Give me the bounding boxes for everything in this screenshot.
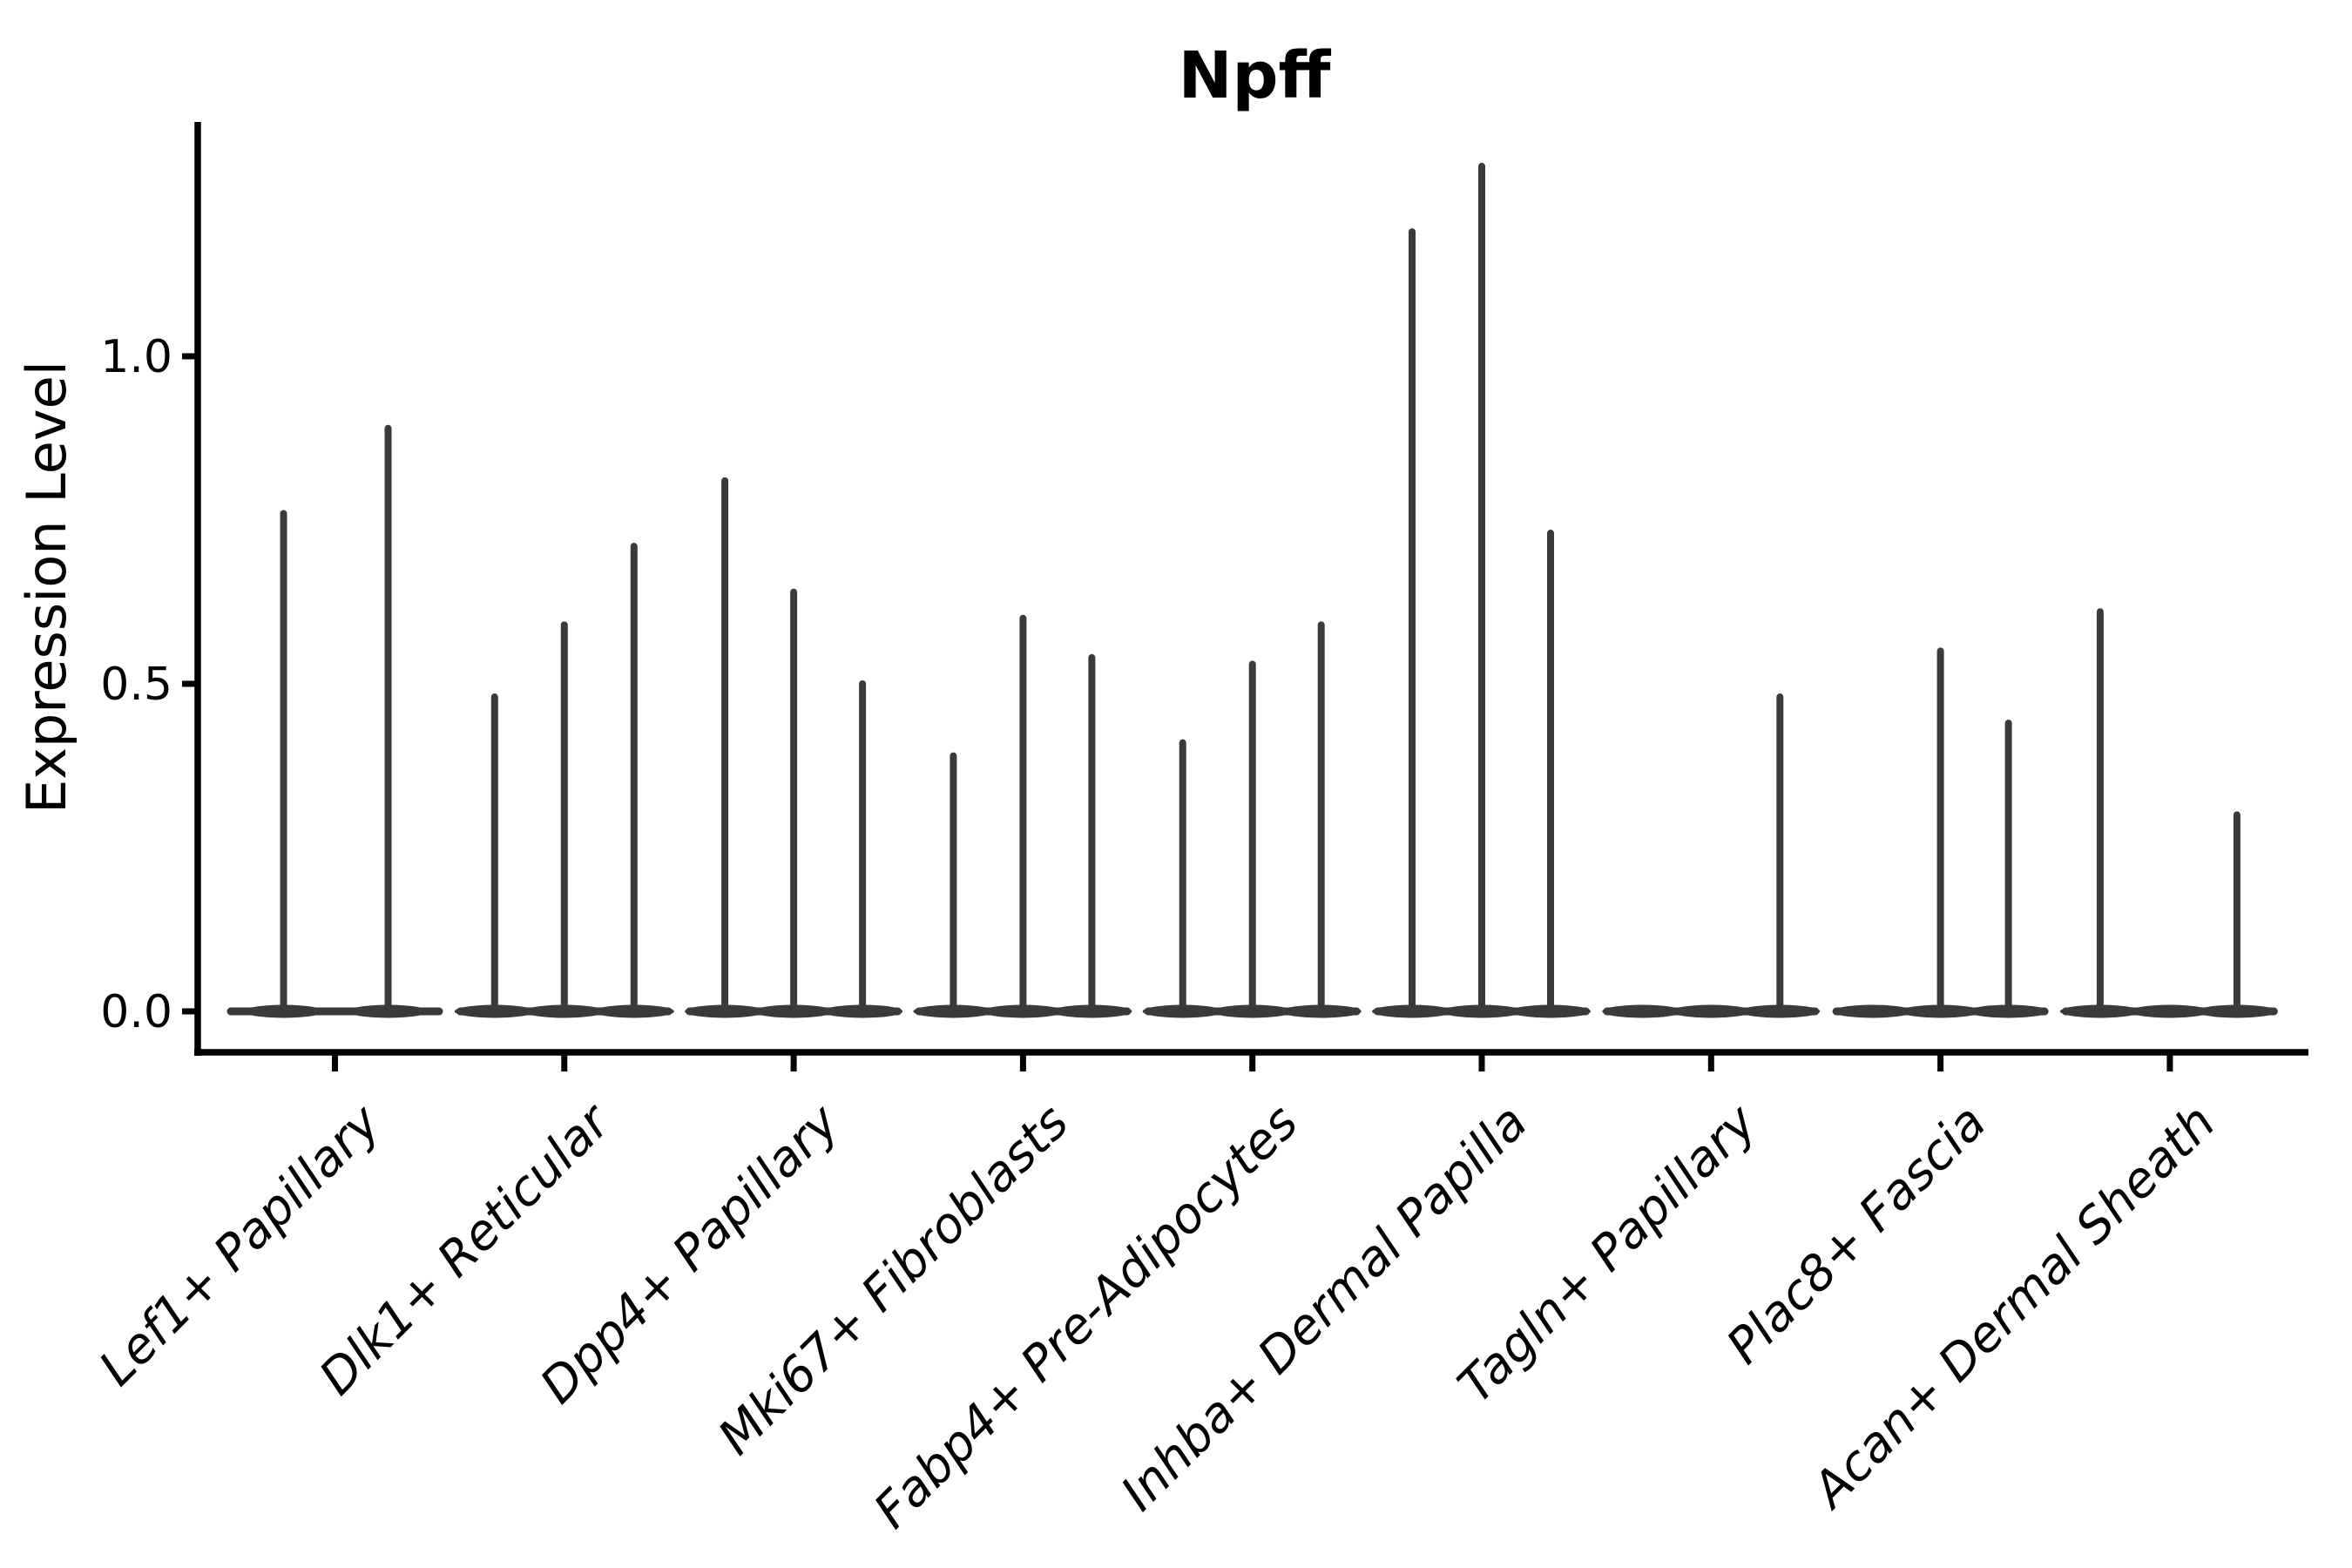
- violin-group: [454, 543, 674, 1018]
- x-tick-label: Fabp4+ Pre-Adipocytes: [863, 1094, 1308, 1539]
- violin-base-bump: [2129, 1004, 2210, 1018]
- violin-group: [1832, 647, 2049, 1018]
- violin-layer: [226, 162, 2278, 1018]
- y-tick-label: 1.0: [100, 331, 172, 383]
- violin-group: [1142, 621, 1362, 1018]
- violin-base-bump: [1832, 1004, 1913, 1018]
- violin-group: [2059, 608, 2278, 1018]
- violin-base-bump: [1671, 1004, 1752, 1018]
- chart-title: Npff: [1179, 38, 1332, 113]
- y-tick-label: 0.5: [100, 659, 172, 711]
- violin-group: [226, 424, 443, 1018]
- x-tick-label: Inhba+ Dermal Papilla: [1111, 1094, 1538, 1522]
- y-axis-label: Expression Level: [15, 361, 78, 814]
- violin-group: [1602, 693, 1821, 1018]
- violin-group: [685, 476, 903, 1018]
- y-tick-label: 0.0: [100, 986, 172, 1038]
- violin-group: [1372, 162, 1591, 1018]
- y-axis-ticks: 0.0 0.5 1.0: [100, 331, 198, 1038]
- violin-base-bump: [1602, 1004, 1683, 1018]
- violin-group: [913, 614, 1132, 1018]
- x-tick-label: Acan+ Dermal Sheath: [1801, 1094, 2227, 1520]
